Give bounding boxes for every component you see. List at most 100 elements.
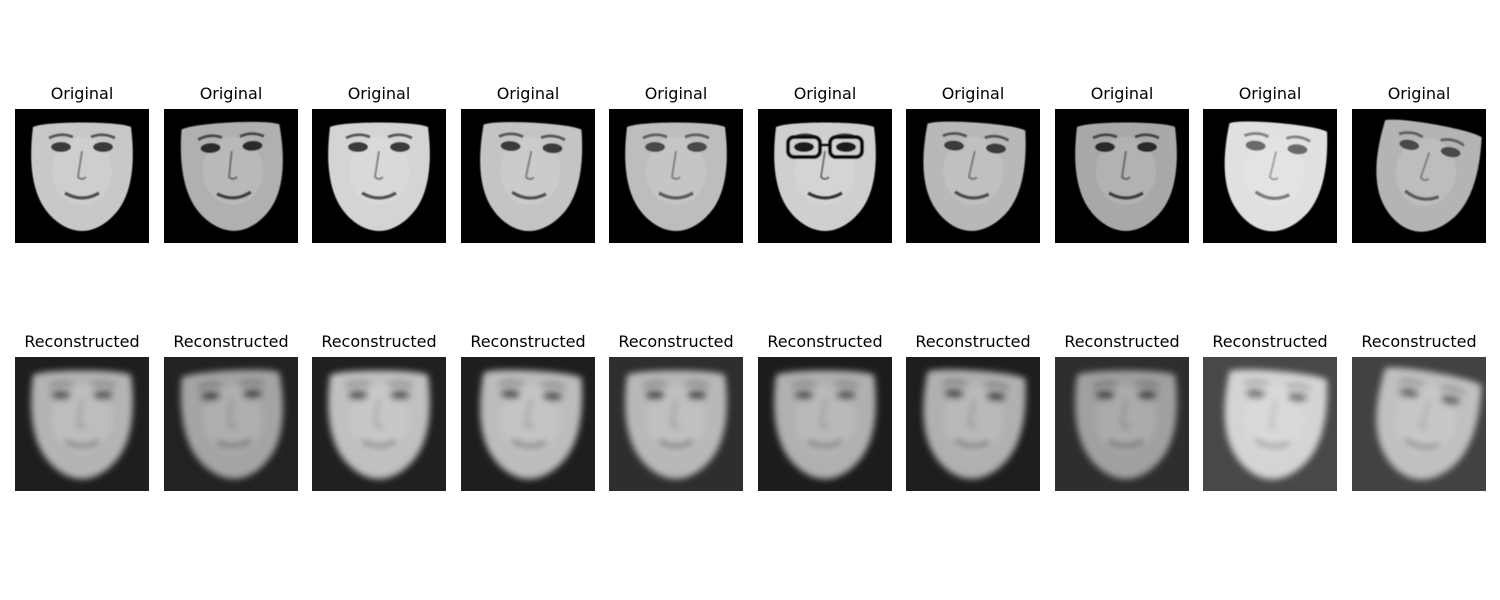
left-eye — [1095, 390, 1115, 400]
mouth — [361, 439, 397, 448]
reconstructed-face-image — [609, 357, 743, 491]
face — [31, 370, 133, 479]
face — [328, 370, 430, 479]
right-eye — [1440, 146, 1461, 158]
left-eye — [348, 142, 368, 152]
original-title: Original — [1090, 84, 1154, 103]
mouth — [658, 191, 694, 200]
right-eye — [542, 143, 563, 154]
face — [1075, 370, 1177, 479]
mouth — [511, 190, 547, 200]
original-face-image — [15, 109, 149, 243]
right-eye — [93, 390, 113, 400]
nose — [524, 398, 535, 429]
face — [923, 121, 1026, 231]
reconstructed-title: Reconstructed — [767, 332, 883, 351]
face — [1376, 367, 1482, 480]
face — [923, 369, 1026, 479]
left-eye — [1399, 387, 1420, 399]
nose — [373, 398, 384, 428]
right-eye — [836, 390, 856, 400]
face — [1224, 121, 1328, 232]
mouth — [953, 190, 990, 200]
reconstructed-title: Reconstructed — [915, 332, 1031, 351]
left-eye — [1245, 140, 1266, 151]
left-eye — [944, 140, 965, 151]
face — [480, 122, 583, 232]
mouth — [216, 438, 252, 448]
nose — [1419, 152, 1431, 182]
nose — [1268, 399, 1279, 429]
nose — [228, 398, 238, 428]
mouth — [1108, 191, 1144, 200]
reconstructed-title: Reconstructed — [618, 332, 734, 351]
right-eye — [985, 143, 1006, 154]
right-eye — [242, 388, 263, 399]
right-eye — [1287, 144, 1308, 155]
mouth — [1404, 437, 1440, 449]
reconstructed-title: Reconstructed — [1361, 332, 1477, 351]
nose — [373, 150, 384, 180]
original-face-image — [164, 109, 298, 243]
reconstructed-face-image — [15, 357, 149, 491]
nose — [670, 150, 681, 180]
left-eye — [1399, 139, 1420, 151]
reconstructed-title: Reconstructed — [321, 332, 437, 351]
nose — [76, 150, 87, 180]
reconstructed-face-image — [906, 357, 1040, 491]
face — [328, 122, 430, 231]
right-eye — [542, 391, 563, 402]
reconstructed-title: Reconstructed — [24, 332, 140, 351]
reconstructed-title: Reconstructed — [470, 332, 586, 351]
left-eye — [944, 388, 965, 399]
nose — [967, 150, 978, 180]
left-eye — [200, 391, 221, 402]
mouth — [64, 439, 100, 448]
right-eye — [390, 142, 410, 152]
original-title: Original — [793, 84, 857, 103]
original-face-image — [1352, 109, 1486, 243]
left-eye — [51, 142, 71, 152]
nose — [967, 398, 978, 428]
nose — [524, 150, 535, 181]
nose — [819, 150, 830, 180]
face — [774, 122, 876, 231]
face — [1075, 122, 1177, 231]
original-face-image — [758, 109, 892, 243]
face — [31, 122, 133, 231]
left-eye — [348, 390, 368, 400]
left-eye — [1095, 142, 1115, 152]
original-face-image — [1203, 109, 1337, 243]
left-eye — [1245, 388, 1266, 399]
mouth — [216, 190, 252, 200]
right-eye — [1287, 392, 1308, 403]
original-title: Original — [50, 84, 114, 103]
reconstructed-face-image — [164, 357, 298, 491]
right-eye — [985, 391, 1006, 402]
reconstructed-title: Reconstructed — [1064, 332, 1180, 351]
original-face-image — [312, 109, 446, 243]
face — [180, 369, 283, 479]
reconstructed-face-image — [1352, 357, 1486, 491]
original-face-image — [906, 109, 1040, 243]
nose — [1120, 398, 1131, 428]
right-eye — [836, 142, 856, 152]
right-eye — [1137, 142, 1157, 152]
mouth — [807, 191, 843, 200]
right-eye — [242, 140, 263, 151]
nose — [76, 398, 87, 428]
mouth — [1254, 190, 1291, 201]
reconstructed-title: Reconstructed — [173, 332, 289, 351]
reconstructed-face-image — [758, 357, 892, 491]
glasses-right — [828, 135, 864, 159]
mouth — [1404, 189, 1440, 201]
nose — [1120, 150, 1131, 180]
reconstructed-face-image — [1203, 357, 1337, 491]
nose — [819, 398, 830, 428]
face — [480, 370, 583, 480]
mouth — [953, 438, 990, 448]
right-eye — [687, 390, 707, 400]
face — [625, 370, 727, 479]
right-eye — [1440, 394, 1461, 406]
right-eye — [1137, 390, 1157, 400]
